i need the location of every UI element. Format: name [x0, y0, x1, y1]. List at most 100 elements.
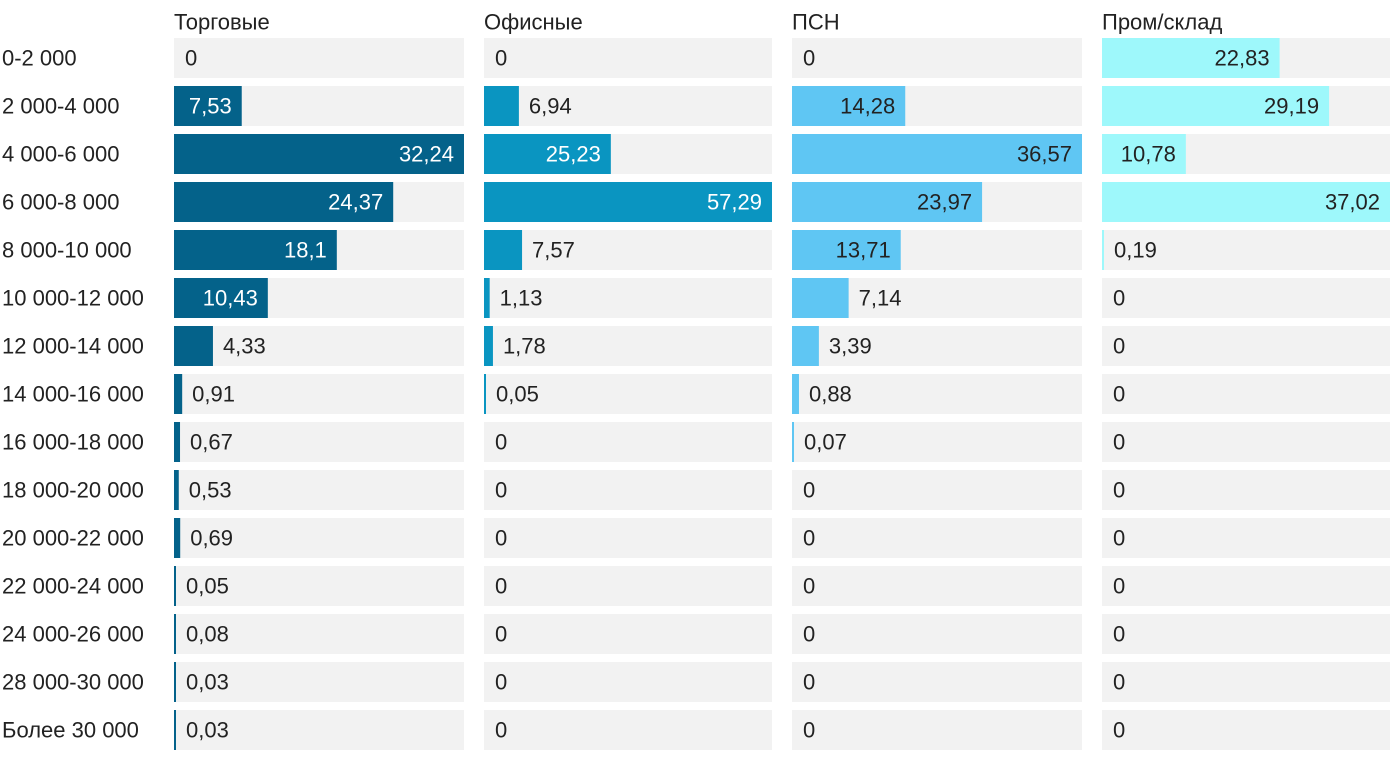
- bar-track: [1102, 422, 1390, 462]
- bar-track: [1102, 326, 1390, 366]
- bar: [484, 326, 493, 366]
- category-label: 16 000-18 000: [2, 430, 144, 455]
- data-label: 0,05: [186, 574, 229, 599]
- bar: [484, 86, 519, 126]
- data-label: 0: [1113, 670, 1125, 695]
- data-label: 0,08: [186, 622, 229, 647]
- bar: [484, 182, 772, 222]
- bar-track: [1102, 230, 1390, 270]
- bar-track: [484, 422, 772, 462]
- data-label: 0,19: [1114, 238, 1157, 263]
- category-label: 12 000-14 000: [2, 334, 144, 359]
- bar-track: [174, 518, 464, 558]
- data-label: 0,69: [190, 526, 233, 551]
- bar-track: [484, 86, 772, 126]
- bar: [484, 278, 490, 318]
- data-label: 13,71: [836, 238, 891, 263]
- category-label: 24 000-26 000: [2, 622, 144, 647]
- data-label: 0: [1113, 430, 1125, 455]
- data-label: 10,78: [1121, 142, 1176, 167]
- bar-track: [174, 614, 464, 654]
- data-label: 0: [495, 670, 507, 695]
- bar: [792, 182, 983, 222]
- data-label: 0: [803, 670, 815, 695]
- data-label: 0,07: [804, 430, 847, 455]
- data-label: 0: [1113, 478, 1125, 503]
- series-title: Офисные: [484, 10, 583, 35]
- data-label: 32,24: [399, 142, 454, 167]
- data-label: 0: [803, 718, 815, 743]
- bar: [174, 374, 183, 414]
- bar: [792, 326, 819, 366]
- data-label: 10,43: [203, 286, 258, 311]
- bar: [174, 710, 176, 750]
- data-label: 0: [495, 718, 507, 743]
- bar: [792, 134, 1082, 174]
- data-label: 4,33: [223, 334, 266, 359]
- data-label: 18,1: [284, 238, 327, 263]
- data-label: 0: [495, 574, 507, 599]
- category-label: Более 30 000: [2, 718, 139, 743]
- category-label: 4 000-6 000: [2, 142, 119, 167]
- bar-track: [174, 326, 464, 366]
- data-label: 0: [495, 478, 507, 503]
- data-label: 29,19: [1264, 94, 1319, 119]
- bar-track: [1102, 518, 1390, 558]
- data-label: 0: [1113, 286, 1125, 311]
- data-label: 0: [1113, 382, 1125, 407]
- category-label: 14 000-16 000: [2, 382, 144, 407]
- data-label: 24,37: [328, 190, 383, 215]
- bar-track: [792, 38, 1082, 78]
- data-label: 7,53: [189, 94, 232, 119]
- data-label: 0: [1113, 526, 1125, 551]
- bar: [792, 86, 906, 126]
- data-label: 7,57: [532, 238, 575, 263]
- bar: [174, 278, 268, 318]
- bar-track: [174, 422, 464, 462]
- bar-track: [174, 374, 464, 414]
- data-label: 14,28: [840, 94, 895, 119]
- bar: [174, 614, 176, 654]
- bar: [792, 374, 799, 414]
- data-label: 0: [495, 46, 507, 71]
- category-label: 2 000-4 000: [2, 94, 119, 119]
- bar-track: [174, 470, 464, 510]
- bar-track: [792, 614, 1082, 654]
- category-label: 10 000-12 000: [2, 286, 144, 311]
- category-label: 28 000-30 000: [2, 670, 144, 695]
- bar: [484, 230, 523, 270]
- data-label: 0,91: [192, 382, 235, 407]
- bar-track: [484, 326, 772, 366]
- bar-track: [792, 374, 1082, 414]
- data-label: 0: [495, 526, 507, 551]
- bar: [792, 230, 901, 270]
- bar: [792, 422, 794, 462]
- data-label: 6,94: [529, 94, 572, 119]
- data-label: 1,13: [500, 286, 543, 311]
- data-label: 0: [1113, 622, 1125, 647]
- bar: [174, 182, 394, 222]
- bar-track: [1102, 614, 1390, 654]
- bar-track: [484, 38, 772, 78]
- category-label: 0-2 000: [2, 46, 77, 71]
- data-label: 0: [1113, 334, 1125, 359]
- bar-track: [1102, 278, 1390, 318]
- bar-track: [174, 566, 464, 606]
- bar-track: [1102, 566, 1390, 606]
- bar: [484, 374, 486, 414]
- category-label: 20 000-22 000: [2, 526, 144, 551]
- bar-track: [792, 518, 1082, 558]
- data-label: 0: [495, 622, 507, 647]
- bar-track: [484, 710, 772, 750]
- bar-track: [792, 326, 1082, 366]
- bar-track: [484, 374, 772, 414]
- data-label: 0: [1113, 718, 1125, 743]
- bar-track: [174, 710, 464, 750]
- data-label: 25,23: [546, 142, 601, 167]
- bar-track: [484, 230, 772, 270]
- data-label: 0,03: [186, 670, 229, 695]
- bar: [174, 326, 213, 366]
- bar-track: [792, 662, 1082, 702]
- bar-track: [484, 470, 772, 510]
- bar: [174, 230, 337, 270]
